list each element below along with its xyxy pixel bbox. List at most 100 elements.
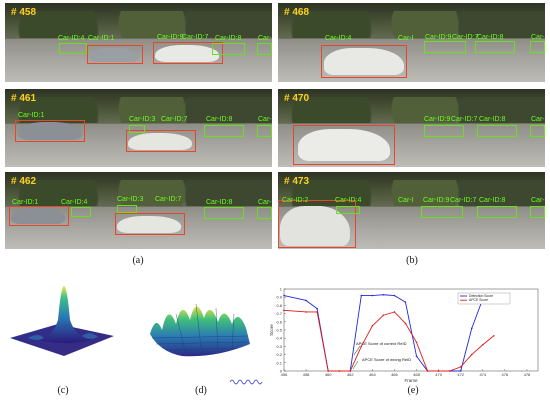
- car-id-label: Car-ID:7: [155, 196, 182, 203]
- car-id-label: Car-ID:4: [58, 35, 85, 42]
- caption-d: (d): [195, 385, 207, 396]
- frame-number: # 462: [11, 176, 37, 187]
- frame-473-image: # 473 Car-ID:2 Car-ID:4 Car-I Car-ID:9 C…: [278, 172, 545, 249]
- series-point-1: [327, 370, 329, 372]
- car-id-label: Car-I: [531, 116, 545, 123]
- car-id-label: Car-ID:9: [425, 34, 452, 41]
- detection-box: [9, 206, 69, 226]
- x-axis-label: Frame: [404, 378, 417, 383]
- x-tick-label: 476: [502, 372, 509, 377]
- y-tick-label: 0.4: [276, 336, 282, 341]
- annotation-arrow: [352, 360, 359, 370]
- car-id-label: Car-ID:9: [157, 34, 184, 41]
- car-id-label: Car-I: [258, 116, 272, 123]
- detection-box: [153, 42, 223, 64]
- series-point-0: [382, 293, 385, 296]
- frame-458-image: # 458 Car-ID:4 Car-ID:1 Car-ID:9 Car-ID:…: [5, 3, 272, 82]
- detection-box: [530, 41, 545, 53]
- caption-a: (a): [132, 255, 144, 266]
- series-point-1: [371, 325, 374, 327]
- x-tick-label: 472: [457, 372, 464, 377]
- y-tick-label: 0.9: [276, 295, 282, 300]
- series-point-1: [426, 370, 429, 372]
- series-point-1: [437, 370, 440, 372]
- series-point-1: [415, 341, 418, 344]
- detection-box: [475, 41, 515, 53]
- detection-box: [204, 207, 244, 219]
- detection-box: [293, 125, 395, 165]
- legend-box: [457, 292, 511, 305]
- car-id-label: Car-I: [258, 199, 272, 206]
- y-tick-label: 0.7: [276, 311, 282, 316]
- frame-number: # 468: [284, 7, 310, 18]
- car-id-label: Car-ID:8: [479, 197, 506, 204]
- car-id-label: Car-ID:1: [12, 199, 39, 206]
- annotation-arrow: [353, 345, 361, 356]
- car-id-label: Car-ID:7: [451, 116, 478, 123]
- car-id-label: Car-ID:9: [423, 197, 450, 204]
- detection-box: [321, 45, 407, 78]
- caption-e: (e): [407, 385, 419, 396]
- series-point-0: [305, 299, 307, 302]
- car-id-label: Car-ID:8: [206, 199, 233, 206]
- car-id-label: Car-ID:4: [335, 197, 362, 204]
- car-id-label: Car-ID:1: [88, 35, 115, 42]
- car-id-label: Car-I: [398, 197, 414, 204]
- y-tick-label: 1: [280, 287, 283, 292]
- detection-box: [117, 205, 137, 213]
- series-point-1: [283, 309, 285, 312]
- car-white-wagon: [280, 206, 350, 246]
- x-tick-label: 458: [303, 372, 310, 377]
- series-point-1: [305, 311, 307, 313]
- detection-box: [87, 45, 143, 64]
- detection-box: [204, 125, 244, 137]
- car-id-label: Car-ID:9: [424, 116, 451, 123]
- detection-box: [278, 200, 356, 248]
- series-point-0: [316, 307, 318, 310]
- series-point-1: [393, 311, 396, 313]
- frame-470-image: # 470 Car-ID:9 Car-ID:7 Car-ID:8 Car-I: [278, 89, 545, 167]
- car-white-wagon: [298, 129, 390, 161]
- frame-462-image: # 462 Car-ID:1 Car-ID:4 Car-ID:3 Car-ID:…: [5, 172, 272, 249]
- car-id-label: Car-ID:3: [129, 116, 156, 123]
- car-id-label: Car-I: [531, 197, 545, 204]
- series-point-1: [470, 353, 473, 356]
- legend-label: Detection Score: [469, 294, 493, 298]
- y-tick-label: 0.3: [276, 344, 282, 349]
- series-point-0: [415, 355, 418, 358]
- x-tick-label: 456: [281, 372, 288, 377]
- detection-box: [421, 206, 463, 218]
- y-tick-label: 0.1: [276, 360, 282, 365]
- frame-461-image: # 461 Car-ID:1 Car-ID:3 Car-ID:7 Car-ID:…: [5, 89, 272, 167]
- x-tick-label: 470: [435, 372, 442, 377]
- annotation-wrong-reid: APCE Score of wrong ReID: [362, 357, 411, 362]
- car-id-label: Car-ID:7: [450, 197, 477, 204]
- score-line-chart: 0 0.1 0.2 0.3 0.4 0.5 0.6 0.7 0.8 0.9 1 456 458 460 46…: [269, 287, 539, 383]
- series-point-1: [360, 345, 363, 348]
- detection-box: [212, 43, 245, 55]
- y-tick-label: 0: [280, 369, 283, 374]
- series-point-0: [459, 370, 462, 372]
- car-id-label: Car-ID:4: [61, 199, 88, 206]
- detection-box: [126, 130, 196, 152]
- series-point-0: [470, 327, 473, 330]
- detection-box: [257, 43, 272, 55]
- car-white-wagon: [324, 48, 404, 75]
- detection-box: [477, 125, 517, 137]
- response-map-wrong-surface: [150, 303, 250, 357]
- x-tick-label: 462: [347, 372, 354, 377]
- car-id-label: Car-ID:7: [452, 34, 479, 41]
- detection-box: [257, 125, 272, 137]
- frame-number: # 461: [11, 93, 37, 104]
- response-map-correct-surface: [10, 286, 114, 356]
- detection-box: [71, 207, 91, 217]
- car-id-label: Car-ID:2: [282, 197, 309, 204]
- car-id-label: Car-ID:7: [182, 34, 209, 41]
- detection-box: [424, 125, 464, 137]
- x-tick-label: 466: [391, 372, 398, 377]
- frame-number: # 458: [11, 7, 37, 18]
- x-tick-label: 464: [369, 372, 376, 377]
- y-tick-label: 0.8: [276, 303, 282, 308]
- annotation-correct-reid: APCE Score of correct ReID: [356, 341, 407, 346]
- series-point-0: [371, 294, 374, 297]
